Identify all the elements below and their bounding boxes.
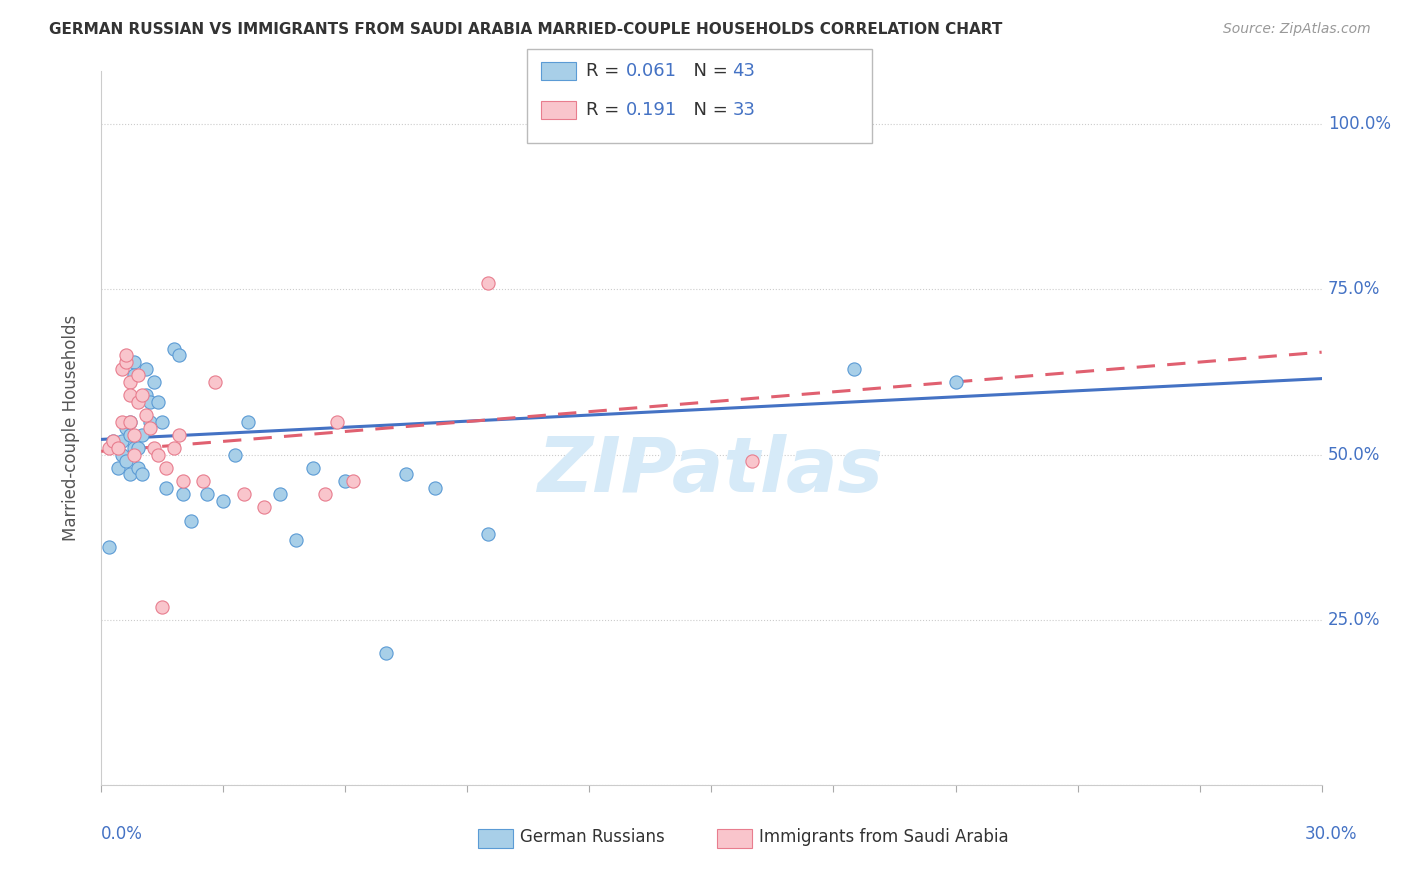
Point [269,487,291,501]
Point [326,415,349,429]
Point [477,527,499,541]
Point [127,394,149,409]
Point [118,427,141,442]
Point [143,441,166,455]
Point [212,493,235,508]
Point [139,415,162,429]
Point [107,460,129,475]
Point [395,467,418,482]
Text: 50.0%: 50.0% [1327,446,1381,464]
Point [148,448,170,462]
Point [118,415,141,429]
Text: 0.191: 0.191 [626,101,676,119]
Point [139,394,162,409]
Point [114,349,136,363]
Text: ZIPatlas: ZIPatlas [538,434,884,508]
Point [167,427,190,442]
Point [375,646,398,660]
Point [301,460,323,475]
Point [114,421,136,435]
Point [131,388,153,402]
Point [122,355,145,369]
Text: 25.0%: 25.0% [1327,611,1381,629]
Point [122,427,145,442]
Point [195,487,218,501]
Point [155,460,177,475]
Point [135,388,157,402]
Point [110,448,132,462]
Point [945,375,967,389]
Point [135,361,157,376]
Y-axis label: Married-couple Households: Married-couple Households [62,315,80,541]
Point [204,375,226,389]
Point [103,434,125,449]
Text: GERMAN RUSSIAN VS IMMIGRANTS FROM SAUDI ARABIA MARRIED-COUPLE HOUSEHOLDS CORRELA: GERMAN RUSSIAN VS IMMIGRANTS FROM SAUDI … [49,22,1002,37]
Point [172,487,194,501]
Point [139,421,162,435]
Point [236,415,259,429]
Point [180,514,202,528]
Point [98,441,121,455]
Point [335,474,357,488]
Text: R =: R = [586,101,626,119]
Point [118,375,141,389]
Point [150,599,173,614]
Point [127,368,149,383]
Point [135,408,157,422]
Point [118,467,141,482]
Point [127,441,149,455]
Point [114,355,136,369]
Point [131,427,153,442]
Point [110,361,132,376]
Point [842,361,865,376]
Text: Immigrants from Saudi Arabia: Immigrants from Saudi Arabia [759,828,1010,846]
Point [155,481,177,495]
Point [122,441,145,455]
Point [285,533,308,548]
Point [107,441,129,455]
Point [150,415,173,429]
Point [167,349,190,363]
Point [127,460,149,475]
Text: German Russians: German Russians [520,828,665,846]
Point [253,500,276,515]
Point [148,394,170,409]
Point [232,487,254,501]
Point [103,434,125,449]
Point [110,434,132,449]
Point [110,415,132,429]
Point [122,368,145,383]
Point [172,474,194,488]
Point [477,276,499,290]
Point [314,487,336,501]
Text: 30.0%: 30.0% [1305,825,1357,843]
Text: R =: R = [586,62,626,80]
Point [342,474,364,488]
Point [118,415,141,429]
Point [191,474,214,488]
Text: 75.0%: 75.0% [1327,280,1381,299]
Point [122,448,145,462]
Point [163,342,186,356]
Text: 43: 43 [733,62,755,80]
Point [224,448,246,462]
Point [114,454,136,468]
Text: 100.0%: 100.0% [1327,115,1391,133]
Text: N =: N = [682,101,734,119]
Point [131,467,153,482]
Text: 33: 33 [733,101,755,119]
Point [423,481,446,495]
Text: N =: N = [682,62,734,80]
Point [741,454,763,468]
Point [98,540,121,554]
Text: 0.0%: 0.0% [101,825,143,843]
Point [143,375,166,389]
Point [163,441,186,455]
Text: Source: ZipAtlas.com: Source: ZipAtlas.com [1223,22,1371,37]
Text: 0.061: 0.061 [626,62,676,80]
Point [118,388,141,402]
